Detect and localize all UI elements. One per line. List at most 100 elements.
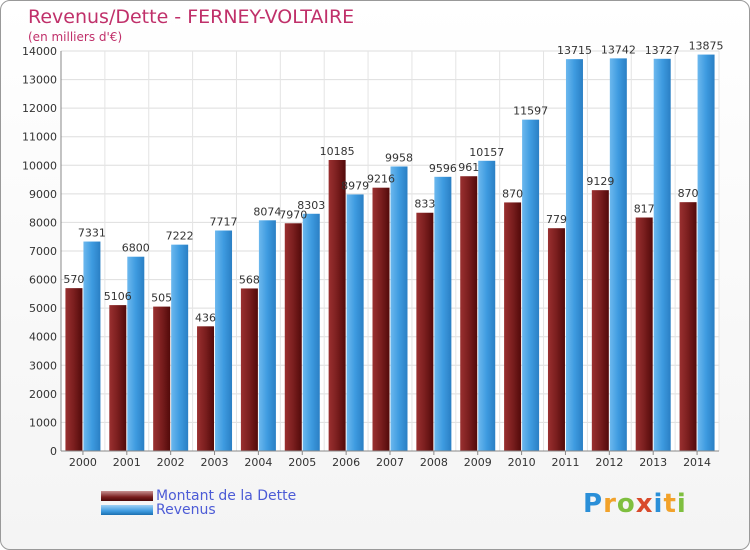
data-label: 9129: [586, 175, 614, 188]
x-tick-label: 2000: [69, 456, 97, 469]
x-tick-label: 2012: [595, 456, 623, 469]
y-tick-label: 6000: [29, 274, 57, 287]
bar-dette: [547, 228, 565, 451]
y-tick-label: 2000: [29, 388, 57, 401]
x-tick-label: 2007: [376, 456, 404, 469]
legend-item-dette: Montant de la Dette: [101, 488, 296, 504]
data-label: 8074: [253, 205, 281, 218]
data-label: 870: [678, 187, 699, 200]
bar-revenus: [215, 230, 233, 451]
bar-revenus: [171, 244, 189, 451]
data-label: 505: [151, 292, 172, 305]
bars-layer: [65, 54, 715, 452]
data-label: 568: [239, 273, 260, 286]
data-label: 7717: [210, 216, 238, 229]
bar-dette: [240, 288, 258, 451]
y-tick-label: 14000: [22, 45, 57, 58]
data-label: 13727: [645, 44, 680, 57]
x-tick-label: 2008: [420, 456, 448, 469]
logo-letter: r: [603, 489, 617, 519]
bar-dette: [679, 202, 697, 451]
data-label: 9596: [429, 162, 457, 175]
bar-dette: [284, 223, 302, 451]
x-tick-label: 2009: [464, 456, 492, 469]
data-label: 10185: [320, 145, 355, 158]
logo-letter: o: [616, 489, 636, 519]
bar-revenus: [258, 220, 276, 451]
y-tick-label: 8000: [29, 216, 57, 229]
logo-letter: i: [653, 489, 664, 519]
bar-revenus: [83, 241, 101, 451]
x-tick-label: 2002: [157, 456, 185, 469]
data-label: 10157: [469, 146, 504, 159]
bar-revenus: [609, 58, 627, 451]
bar-revenus: [302, 213, 320, 451]
chart-title: Revenus/Dette - FERNEY-VOLTAIRE: [28, 6, 355, 28]
x-tick-label: 2005: [288, 456, 316, 469]
y-tick-label: 4000: [29, 331, 57, 344]
bar-revenus: [346, 194, 364, 451]
y-tick-label: 13000: [22, 74, 57, 87]
data-label: 13875: [689, 40, 724, 53]
data-label: 6800: [122, 242, 150, 255]
x-tick-label: 2013: [639, 456, 667, 469]
bar-revenus: [127, 256, 145, 451]
bar-revenus: [478, 160, 496, 452]
logo-letter: i: [676, 489, 687, 519]
bar-dette: [153, 306, 171, 451]
data-label: 9216: [367, 173, 395, 186]
bar-revenus: [565, 59, 583, 452]
data-label: 833: [414, 198, 435, 211]
data-label: 570: [63, 273, 84, 286]
data-label: 7222: [166, 230, 194, 243]
y-tick-label: 1000: [29, 416, 57, 429]
bar-revenus: [697, 54, 715, 451]
chart-subtitle: (en milliers d'€): [28, 30, 123, 44]
proxiti-logo: Proxiti: [583, 489, 687, 519]
x-tick-label: 2006: [332, 456, 360, 469]
labels-layer: 570 7331 5106 6800 505 7222 436 7717 568 80747970…: [63, 40, 723, 325]
x-tick-label: 2011: [551, 456, 579, 469]
bar-revenus: [390, 166, 408, 451]
y-tick-label: 10000: [22, 159, 57, 172]
bar-dette: [591, 190, 609, 451]
y-tick-label: 11000: [22, 131, 57, 144]
y-tick-label: 0: [50, 445, 57, 458]
data-label: 8303: [297, 199, 325, 212]
bar-dette: [372, 187, 390, 451]
x-tick-label: 2001: [113, 456, 141, 469]
bar-dette: [109, 305, 127, 451]
y-tick-label: 5000: [29, 302, 57, 315]
bar-dette: [416, 212, 434, 451]
data-label: 779: [546, 213, 567, 226]
x-tick-label: 2003: [201, 456, 229, 469]
data-label: 8979: [341, 179, 369, 192]
logo-letter: t: [663, 489, 677, 519]
logo-letter: P: [583, 489, 604, 519]
legend-label-revenus: Revenus: [156, 502, 216, 518]
data-label: 13715: [557, 44, 592, 57]
data-label: 961: [458, 161, 479, 174]
axis-layer: 0 1000 2000 3000 4000 5000 6000 7000 8000 9000 100…: [22, 45, 719, 469]
y-tick-label: 12000: [22, 102, 57, 115]
x-tick-label: 2014: [683, 456, 711, 469]
data-label: 11597: [513, 105, 548, 118]
logo-letter: x: [635, 489, 654, 519]
data-label: 7331: [78, 227, 106, 240]
bar-dette: [460, 176, 478, 451]
data-label: 5106: [104, 290, 132, 303]
legend-label-dette: Montant de la Dette: [156, 488, 297, 504]
legend-item-revenus: Revenus: [101, 502, 216, 518]
x-tick-label: 2010: [508, 456, 536, 469]
bar-dette: [65, 288, 83, 451]
bar-dette: [197, 326, 215, 451]
legend-swatch-revenus: [101, 505, 153, 515]
data-label: 870: [502, 187, 523, 200]
bar-revenus: [653, 58, 671, 452]
data-label: 436: [195, 311, 216, 324]
data-label: 817: [634, 203, 655, 216]
y-tick-label: 7000: [29, 245, 57, 258]
grid-layer: [60, 50, 720, 452]
